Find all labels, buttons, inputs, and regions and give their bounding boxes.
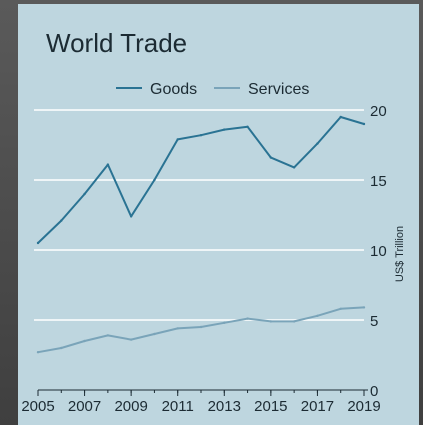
data-point-goods xyxy=(129,215,133,218)
world-trade-chart: 0 5 10 15 20 2005 2007 2009 2011 2013 2015 2017 2019… xyxy=(21,28,406,415)
data-point-services xyxy=(339,307,342,310)
data-point-services xyxy=(129,338,133,341)
y-tick-label: 20 xyxy=(370,103,387,120)
y-tick-label: 10 xyxy=(370,243,387,260)
data-point-services xyxy=(292,320,296,323)
data-point-goods xyxy=(153,178,156,182)
legend-label-services: Services xyxy=(248,81,309,98)
axis-layer: 0 5 10 15 20 2005 2007 2009 2011 2013 2015 2017 2019 xyxy=(21,103,386,415)
legend-label-goods: Goods xyxy=(150,81,197,98)
data-point-goods xyxy=(60,219,63,222)
data-point-services xyxy=(83,339,86,343)
data-point-services xyxy=(362,306,366,309)
series-line-services xyxy=(37,306,365,354)
data-point-goods xyxy=(36,241,40,245)
x-tick-label: 2011 xyxy=(162,398,194,415)
data-point-goods xyxy=(106,163,110,166)
data-point-services xyxy=(199,325,203,329)
data-point-services xyxy=(106,334,110,337)
y-tick-label: 15 xyxy=(370,173,387,190)
y-tick-label: 5 xyxy=(370,313,378,330)
data-point-goods xyxy=(223,128,226,131)
chart-title: World Trade xyxy=(46,28,187,58)
x-tick-label: 2005 xyxy=(21,398,54,415)
data-point-services xyxy=(246,317,249,320)
data-point-goods xyxy=(269,156,273,159)
x-tick-label: 2015 xyxy=(254,398,287,415)
y-axis-label: US$ Trillion xyxy=(394,226,406,282)
x-tick-label: 2017 xyxy=(301,398,334,415)
data-point-services xyxy=(269,320,273,323)
grid-layer xyxy=(34,109,364,321)
data-point-services xyxy=(176,327,179,330)
data-point-goods xyxy=(176,138,179,141)
chart-panel: 0 5 10 15 20 2005 2007 2009 2011 2013 2015 2017 2019… xyxy=(18,4,419,425)
x-tick-label: 2013 xyxy=(208,398,241,415)
data-point-goods xyxy=(246,125,249,128)
data-point-services xyxy=(316,314,319,317)
data-point-services xyxy=(36,351,40,354)
x-tick-label: 2019 xyxy=(347,398,380,415)
data-point-services xyxy=(60,346,63,350)
data-point-goods xyxy=(83,192,86,196)
data-point-services xyxy=(153,332,156,336)
data-point-services xyxy=(223,321,226,324)
data-point-goods xyxy=(339,115,342,119)
series-layer xyxy=(36,115,366,354)
x-tick-label: 2007 xyxy=(68,398,101,415)
legend: Goods Services xyxy=(116,81,309,98)
data-point-goods xyxy=(362,122,366,126)
data-point-goods xyxy=(199,134,203,137)
data-point-goods xyxy=(316,142,319,145)
y-tick-label: 0 xyxy=(370,383,378,400)
x-tick-label: 2009 xyxy=(114,398,147,415)
data-point-goods xyxy=(292,166,296,169)
